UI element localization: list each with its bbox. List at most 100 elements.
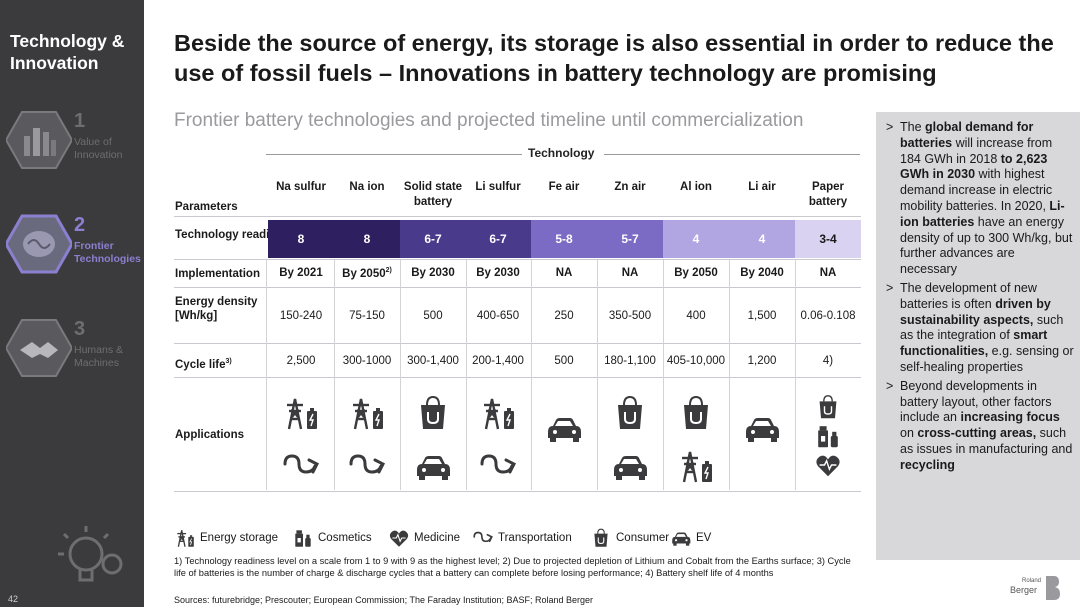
logo-text-small: Roland [1022, 578, 1042, 584]
sidebar-item-humans-and-machines[interactable]: 3 Humans & Machines [6, 318, 144, 380]
ev-icon [742, 410, 782, 446]
implementation-cell: By 2040 [740, 267, 784, 279]
sidebar: Technology & Innovation 1 Value of Innov… [0, 0, 144, 607]
legend-item-medicine: Medicine [388, 528, 460, 548]
implementation-cell: NA [819, 267, 837, 279]
cycle-life-cell: 2,500 [286, 355, 316, 367]
column-divider [400, 260, 401, 490]
insight-bullet-3: Beyond developments in battery layout, o… [882, 379, 1074, 474]
ev-icon [610, 448, 650, 484]
column-divider [334, 260, 335, 490]
consumer-icon [814, 394, 842, 420]
logo-mark-icon [1046, 576, 1060, 600]
column-divider [729, 260, 730, 490]
energy-density-cell: 75-150 [349, 310, 385, 322]
implementation-cell: NA [555, 267, 573, 279]
handshake-icon [6, 319, 72, 377]
energy-density-cell: 500 [423, 310, 443, 322]
medicine-icon [814, 452, 842, 478]
cycle-life-cell: 300-1000 [342, 355, 392, 367]
transportation-icon [472, 528, 498, 548]
trl-cell: 3-4 [795, 220, 861, 258]
logo-text-big: Berger [1010, 585, 1038, 595]
roland-berger-logo: Roland Berger [1008, 576, 1066, 602]
column-divider [795, 260, 796, 490]
brain-icon [6, 214, 72, 274]
ev-icon [544, 410, 584, 446]
column-divider [266, 260, 267, 490]
trl-cell: 4 [663, 220, 729, 258]
parameters-label: Parameters [175, 201, 238, 213]
row-divider [174, 216, 861, 217]
implementation-cell: By 20502) [342, 267, 392, 280]
energy-storage-icon [347, 395, 387, 431]
cycle-life-cell: 500 [554, 355, 574, 367]
insight-bullet-2: The development of new batteries is ofte… [882, 281, 1074, 376]
legend-item-consumer: Consumer [590, 528, 669, 548]
city-icon [6, 111, 72, 169]
energy-storage-icon [174, 528, 200, 548]
column-header: Na sulfur [276, 181, 326, 193]
implementation-cell: By 2030 [411, 267, 455, 279]
legend-item-transportation: Transportation [472, 528, 572, 548]
trl-cell: 5-7 [597, 220, 663, 258]
legend-label: Consumer [616, 532, 670, 544]
energy-storage-icon [478, 395, 518, 431]
column-header: Li air [748, 181, 776, 193]
medicine-icon [388, 528, 414, 548]
energy-density-row-label: Energy density [Wh/kg] [175, 296, 258, 322]
implementation-cell: By 2021 [279, 267, 323, 279]
page-number: 42 [8, 594, 19, 604]
energy-storage-icon [676, 448, 716, 484]
column-header: Fe air [548, 181, 580, 193]
energy-density-cell: 250 [554, 310, 574, 322]
cycle-life-cell: 200-1,400 [472, 355, 524, 367]
sidebar-title: Technology & Innovation [10, 31, 125, 73]
implementation-row-label: Implementation [175, 268, 260, 280]
legend-label: Medicine [414, 532, 461, 544]
legend-item-cosmetics: Cosmetics [292, 528, 372, 548]
sidebar-item-value-of-innovation[interactable]: 1 Value of Innovation [6, 110, 144, 172]
implementation-cell: By 2030 [476, 267, 520, 279]
ev-icon [413, 448, 453, 484]
cycle-life-cell: 1,200 [747, 355, 777, 367]
sidebar-item-number: 3 [74, 318, 86, 340]
page-title: Beside the source of energy, its storage… [174, 30, 1054, 86]
column-header: Al ion [680, 181, 712, 193]
cosmetics-icon [292, 528, 318, 548]
trl-cell: 4 [729, 220, 795, 258]
trl-cell: 6-7 [465, 220, 531, 258]
group-header-line-left [266, 154, 522, 155]
column-header: Paper battery [808, 181, 848, 208]
transportation-icon [478, 448, 518, 484]
group-header-line-right [604, 154, 860, 155]
sidebar-item-number: 1 [74, 110, 86, 132]
footnote: 1) Technology readiness level on a scale… [174, 556, 851, 578]
column-divider [466, 260, 467, 490]
cycle-life-cell: 180-1,100 [604, 355, 656, 367]
applications-row-label: Applications [175, 429, 245, 441]
sources: Sources: futurebridge; Prescouter; Europ… [174, 595, 594, 605]
trl-cell: 8 [334, 220, 400, 258]
cycle-life-row-label: Cycle life3) [175, 358, 232, 371]
row-divider [174, 377, 861, 378]
legend-item-ev: EV [670, 528, 711, 548]
implementation-cell: NA [621, 267, 639, 279]
key-insights-box: The global demand for batteries will inc… [876, 112, 1080, 560]
sidebar-item-number: 2 [74, 214, 86, 236]
legend-label: Cosmetics [318, 532, 372, 544]
energy-density-cell: 400 [686, 310, 706, 322]
legend-label: Transportation [498, 532, 572, 544]
consumer-icon [413, 395, 453, 431]
energy-density-cell: 0.06-0.108 [800, 310, 856, 322]
sidebar-item-frontier-technologies[interactable]: 2 Frontier Technologies [6, 214, 144, 276]
row-divider [174, 343, 861, 344]
consumer-icon [610, 395, 650, 431]
insight-bullet-1: The global demand for batteries will inc… [882, 120, 1074, 278]
column-header: Na ion [349, 181, 385, 193]
energy-density-cell: 350-500 [608, 310, 652, 322]
trl-cell: 6-7 [400, 220, 466, 258]
legend-label: EV [696, 532, 712, 544]
lightbulb-gear-icon [58, 526, 123, 582]
column-header: Solid state battery [403, 181, 463, 208]
